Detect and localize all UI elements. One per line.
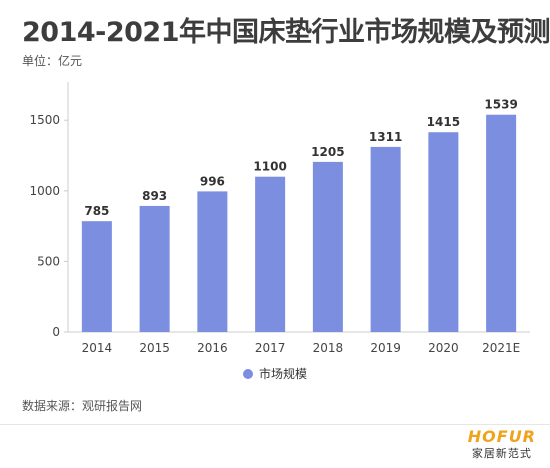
bar-value-label: 893 xyxy=(142,189,167,203)
bar xyxy=(81,221,112,332)
legend-marker xyxy=(242,368,253,379)
legend-label: 市场规模 xyxy=(258,367,307,381)
chart-title: 2014-2021年中国床垫行业市场规模及预测 xyxy=(22,17,550,48)
y-tick-label: 500 xyxy=(37,254,60,268)
bar xyxy=(428,132,459,332)
bar-value-label: 1205 xyxy=(311,145,344,159)
unit-label: 单位：亿元 xyxy=(22,54,83,68)
x-tick-label: 2017 xyxy=(255,341,286,355)
brand-logo-text: HOFUR xyxy=(467,427,536,446)
y-tick-label: 1000 xyxy=(29,184,60,198)
x-tick-label: 2016 xyxy=(197,341,228,355)
bar xyxy=(370,146,401,332)
bar xyxy=(312,161,343,332)
bar-value-label: 1100 xyxy=(253,160,286,174)
y-tick-label: 1500 xyxy=(29,113,60,127)
x-tick-label: 2021E xyxy=(482,341,520,355)
footer-divider xyxy=(0,424,550,425)
source-note: 数据来源：观研报告网 xyxy=(22,399,143,413)
bar-chart: 0 500 1000 1500 785 2014 893 2015 996 2016 1100 201… xyxy=(29,82,530,355)
brand-name: 家居新范式 xyxy=(471,447,532,460)
bar-value-label: 1415 xyxy=(427,115,460,129)
bar xyxy=(139,205,170,332)
legend: 市场规模 xyxy=(0,365,550,382)
brand-logo: HOFUR 家居新范式 xyxy=(467,427,536,460)
bar-value-label: 1539 xyxy=(484,98,517,112)
bar-value-label: 996 xyxy=(200,174,225,188)
y-tick-label: 0 xyxy=(52,325,60,339)
bar xyxy=(197,191,228,332)
x-tick-label: 2014 xyxy=(82,341,113,355)
bar-value-label: 1311 xyxy=(369,130,402,144)
bar xyxy=(255,176,286,332)
x-tick-label: 2019 xyxy=(370,341,401,355)
x-tick-label: 2020 xyxy=(428,341,459,355)
x-tick-label: 2015 xyxy=(139,341,170,355)
x-tick-label: 2018 xyxy=(313,341,344,355)
bar xyxy=(486,114,517,333)
bar-value-label: 785 xyxy=(84,204,109,218)
